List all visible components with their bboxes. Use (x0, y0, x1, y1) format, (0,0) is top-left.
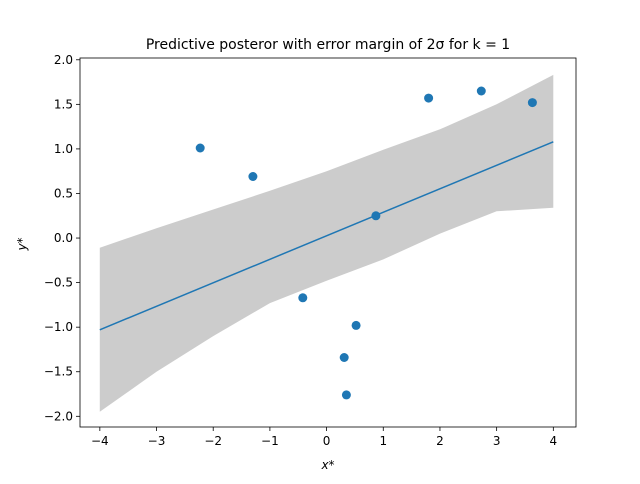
x-tick-label: −2 (204, 434, 222, 448)
data-point-10 (527, 98, 537, 108)
x-tick-label: 4 (550, 434, 558, 448)
data-point-2 (248, 172, 258, 181)
y-tick-label: 2.0 (54, 53, 73, 67)
y-tick-label: 0.0 (54, 231, 73, 245)
axes-frame (79, 57, 577, 428)
x-tick-label: −3 (148, 434, 166, 448)
x-tick-label: 2 (436, 434, 444, 448)
x-tick-label: 1 (379, 434, 387, 448)
data-point-3 (298, 293, 308, 303)
y-tick-label: 1.0 (54, 142, 73, 156)
data-point-1 (195, 143, 205, 153)
x-axis-label: x* (320, 458, 334, 472)
axes: −4 −3 −2 −1 0 1 2 3 4 −2.0 −1.5 −1.0 −0.5 0.0 0.5 1.0 1.… (44, 53, 577, 448)
data-point-5 (341, 390, 351, 400)
x-tick-label: 0 (323, 434, 331, 448)
y-tick-label: −2.0 (44, 409, 73, 423)
data-point-4 (339, 353, 349, 362)
data-point-8 (424, 93, 434, 103)
data-point-9 (476, 86, 486, 96)
y-tick-label: −1.0 (44, 320, 73, 334)
x-tick-label: 3 (493, 434, 501, 448)
x-tick-label: −4 (91, 434, 109, 448)
chart-title: Predictive posteror with error margin of… (146, 37, 510, 53)
y-tick-label: −1.5 (44, 365, 73, 379)
data-point-6 (351, 320, 361, 330)
plot-area (99, 74, 554, 412)
predictive-mean-line (99, 141, 554, 331)
x-tick-label: −1 (261, 434, 279, 448)
error-band (99, 74, 554, 412)
y-tick-label: 0.5 (54, 186, 73, 200)
y-tick-label: 1.5 (54, 97, 73, 111)
y-axis-label: y* (15, 237, 29, 251)
y-tick-label: −0.5 (44, 276, 73, 290)
